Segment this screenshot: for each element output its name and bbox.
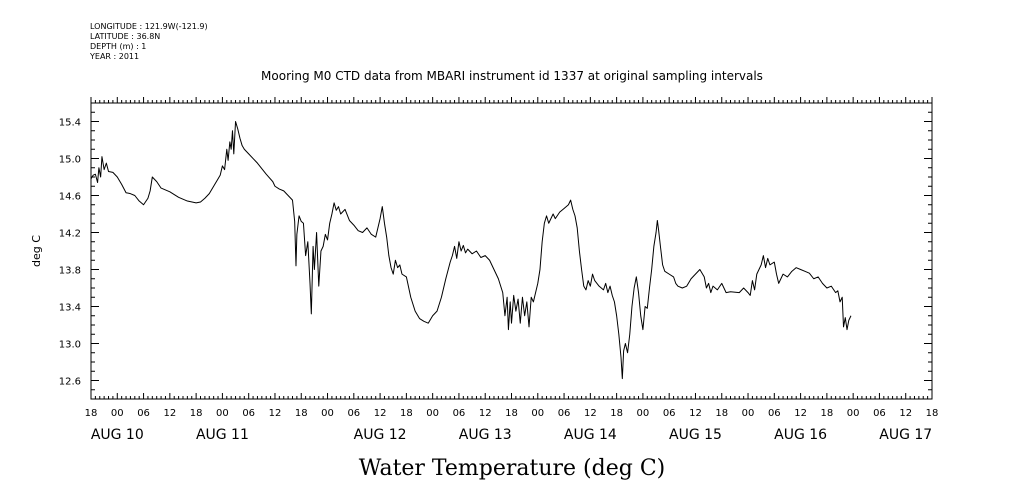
x-tick-label: 12 <box>794 408 807 419</box>
depth-label: DEPTH (m) : 1 <box>90 42 147 51</box>
y-tick-label: 13.0 <box>59 340 81 351</box>
chart-title: Mooring M0 CTD data from MBARI instrumen… <box>261 69 763 83</box>
x-tick-labels: 18 00 06 12 18 00 06 12 18 00 06 12 18 00 06 12 18 00 06 12… <box>85 408 939 419</box>
x-tick-label: 12 <box>899 408 912 419</box>
x-tick-label: 00 <box>321 408 334 419</box>
temperature-series-line <box>90 121 852 380</box>
x-tick-label: 12 <box>374 408 387 419</box>
x-tick-label: 00 <box>426 408 439 419</box>
day-label: AUG 13 <box>459 427 512 443</box>
x-tick-label: 12 <box>163 408 176 419</box>
x-tick-label: 18 <box>190 408 203 419</box>
y-axis-label: deg C <box>30 235 43 267</box>
x-tick-label: 18 <box>295 408 308 419</box>
axis-ticks <box>90 97 933 400</box>
x-tick-label: 18 <box>715 408 728 419</box>
x-tick-label: 00 <box>111 408 124 419</box>
x-tick-label: 00 <box>847 408 860 419</box>
x-tick-label: 18 <box>821 408 834 419</box>
x-tick-label: 06 <box>137 408 150 419</box>
x-tick-label: 06 <box>768 408 781 419</box>
metadata-block: LONGITUDE : 121.9W(-121.9) LATITUDE : 36… <box>90 22 208 62</box>
latitude-label: LATITUDE : 36.8N <box>90 32 161 41</box>
y-tick-label: 12.6 <box>59 377 81 388</box>
x-tick-label: 12 <box>584 408 597 419</box>
x-tick-label: 06 <box>242 408 255 419</box>
x-tick-label: 18 <box>505 408 518 419</box>
x-tick-label: 18 <box>610 408 623 419</box>
day-label: AUG 16 <box>774 427 827 443</box>
y-tick-label: 14.2 <box>59 229 81 240</box>
x-tick-label: 00 <box>742 408 755 419</box>
series-layer <box>90 121 852 380</box>
x-axis-label: Water Temperature (deg C) <box>359 456 666 481</box>
day-label: AUG 17 <box>879 427 932 443</box>
y-tick-label: 15.4 <box>59 118 81 129</box>
day-label: AUG 15 <box>669 427 722 443</box>
x-tick-label: 06 <box>873 408 886 419</box>
y-tick-label: 14.6 <box>59 192 81 203</box>
x-tick-label: 06 <box>347 408 360 419</box>
day-label: AUG 12 <box>354 427 407 443</box>
day-label: AUG 14 <box>564 427 617 443</box>
y-tick-labels: 12.6 13.0 13.4 13.8 14.2 14.6 15.0 15.4 <box>59 118 81 388</box>
x-tick-label: 12 <box>269 408 282 419</box>
x-tick-label: 06 <box>453 408 466 419</box>
x-tick-label: 00 <box>531 408 544 419</box>
x-tick-label: 12 <box>689 408 702 419</box>
day-labels: AUG 10 AUG 11 AUG 12 AUG 13 AUG 14 AUG 15 AUG … <box>91 427 932 443</box>
y-tick-label: 13.4 <box>59 303 81 314</box>
year-label: YEAR : 2011 <box>90 52 140 61</box>
x-tick-label: 06 <box>558 408 571 419</box>
x-tick-label: 06 <box>663 408 676 419</box>
y-tick-label: 13.8 <box>59 266 81 277</box>
y-tick-label: 15.0 <box>59 155 81 166</box>
day-label: AUG 11 <box>196 427 249 443</box>
x-tick-label: 18 <box>400 408 413 419</box>
x-tick-label: 00 <box>216 408 229 419</box>
longitude-label: LONGITUDE : 121.9W(-121.9) <box>90 22 208 31</box>
x-tick-label: 18 <box>85 408 98 419</box>
x-tick-label: 00 <box>637 408 650 419</box>
x-tick-label: 18 <box>926 408 939 419</box>
x-tick-label: 12 <box>479 408 492 419</box>
plot-frame <box>90 102 933 400</box>
day-label: AUG 10 <box>91 427 144 443</box>
